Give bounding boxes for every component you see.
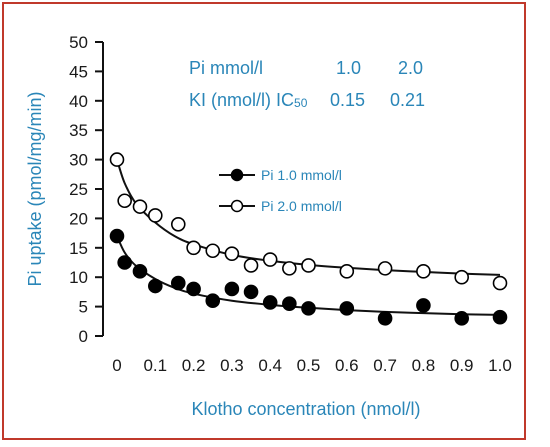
data-point-series-2-0 bbox=[109, 152, 125, 167]
x-tick-label-6: 0.6 bbox=[335, 356, 359, 375]
annotation-table: Pi mmol/l 1.0 2.0 KI (nmol/l) IC50 0.15 … bbox=[189, 58, 425, 110]
figure-frame bbox=[2, 2, 526, 440]
legend-label-series-2: Pi 2.0 mmol/l bbox=[261, 198, 342, 214]
y-tick-label-8: 40 bbox=[69, 92, 88, 111]
legend-marker-series-2 bbox=[230, 199, 244, 213]
data-point-series-1-16 bbox=[492, 309, 508, 325]
data-point-series-2-11 bbox=[301, 258, 316, 273]
data-point-series-2-2 bbox=[132, 199, 148, 214]
data-point-series-1-13 bbox=[377, 311, 393, 326]
y-tick-label-6: 30 bbox=[69, 151, 88, 170]
data-point-series-1-0 bbox=[109, 228, 125, 244]
x-tick-label-8: 0.8 bbox=[412, 356, 436, 375]
x-tick-label-4: 0.4 bbox=[258, 356, 282, 375]
legend-marker-series-1 bbox=[230, 168, 244, 182]
data-point-series-2-4 bbox=[170, 216, 186, 232]
y-tick-label-1: 5 bbox=[79, 298, 88, 317]
annot-row1-label: Pi mmol/l bbox=[189, 58, 263, 78]
data-point-series-1-4 bbox=[170, 275, 186, 291]
data-markers bbox=[109, 152, 508, 326]
annot-row2-label-text: KI (nmol/l) IC bbox=[189, 90, 294, 110]
y-tick-label-2: 10 bbox=[69, 268, 88, 287]
legend: Pi 1.0 mmol/l Pi 2.0 mmol/l bbox=[219, 167, 342, 214]
annot-row2-value2: 0.21 bbox=[390, 90, 425, 110]
x-tick-label-5: 0.5 bbox=[297, 356, 321, 375]
data-point-series-2-5 bbox=[186, 240, 201, 256]
data-point-series-2-15 bbox=[454, 269, 470, 285]
y-axis-title: Pi uptake (pmol/mg/min) bbox=[25, 91, 45, 286]
x-tick-label-0: 0 bbox=[112, 356, 121, 375]
y-tick-label-4: 20 bbox=[69, 209, 88, 228]
x-tick-label-9: 0.9 bbox=[450, 356, 474, 375]
data-point-series-2-9 bbox=[262, 252, 278, 267]
y-tick-label-10: 50 bbox=[69, 33, 88, 52]
data-point-series-1-12 bbox=[339, 301, 355, 316]
data-point-series-1-11 bbox=[301, 301, 316, 316]
y-tick-label-7: 35 bbox=[69, 121, 88, 140]
y-tick-label-0: 0 bbox=[79, 327, 88, 346]
x-axis-title: Klotho concentration (nmol/l) bbox=[191, 399, 420, 419]
data-point-series-2-1 bbox=[117, 193, 132, 209]
data-point-series-1-14 bbox=[416, 298, 431, 313]
data-point-series-1-6 bbox=[205, 293, 221, 309]
x-tick-label-1: 0.1 bbox=[143, 356, 167, 375]
data-point-series-1-3 bbox=[148, 278, 163, 294]
data-point-series-2-10 bbox=[282, 261, 297, 276]
x-tick-label-2: 0.2 bbox=[182, 356, 206, 375]
data-point-series-2-12 bbox=[339, 264, 355, 279]
data-point-series-1-8 bbox=[243, 284, 259, 300]
data-point-series-2-3 bbox=[148, 208, 163, 223]
legend-entry-series-2: Pi 2.0 mmol/l bbox=[219, 198, 342, 214]
x-tick-label-7: 0.7 bbox=[373, 356, 397, 375]
x-tick-label-10: 1.0 bbox=[488, 356, 512, 375]
data-point-series-2-6 bbox=[205, 243, 221, 259]
annot-row2-value1: 0.15 bbox=[330, 90, 365, 110]
data-point-series-2-8 bbox=[243, 258, 259, 273]
x-tick-label-3: 0.3 bbox=[220, 356, 244, 375]
y-axis: 0 5 10 15 20 25 30 35 40 45 50 bbox=[69, 33, 104, 346]
data-point-series-1-5 bbox=[186, 281, 201, 297]
y-tick-label-9: 45 bbox=[69, 62, 88, 81]
data-point-series-1-7 bbox=[224, 281, 240, 297]
annot-row2-label: KI (nmol/l) IC50 bbox=[189, 90, 308, 110]
data-point-series-2-14 bbox=[416, 264, 431, 279]
data-point-series-2-7 bbox=[224, 246, 240, 261]
annot-row1-value1: 1.0 bbox=[336, 58, 361, 78]
data-point-series-1-9 bbox=[262, 295, 278, 310]
data-point-series-1-2 bbox=[132, 264, 148, 279]
annot-row1-value2: 2.0 bbox=[398, 58, 423, 78]
legend-label-series-1: Pi 1.0 mmol/l bbox=[261, 167, 342, 183]
annot-row2-subscript: 50 bbox=[294, 96, 308, 110]
data-point-series-1-10 bbox=[282, 296, 297, 311]
y-tick-label-5: 25 bbox=[69, 180, 88, 199]
legend-entry-series-1: Pi 1.0 mmol/l bbox=[219, 167, 342, 183]
data-point-series-2-13 bbox=[377, 261, 393, 276]
x-axis: 0 0.1 0.2 0.3 0.4 0.5 0.6 0.7 0.8 0.9 1.0 bbox=[112, 356, 512, 375]
data-point-series-1-15 bbox=[454, 311, 470, 326]
data-point-series-2-16 bbox=[492, 275, 508, 291]
y-tick-label-3: 15 bbox=[69, 239, 88, 258]
data-point-series-1-1 bbox=[117, 255, 132, 270]
